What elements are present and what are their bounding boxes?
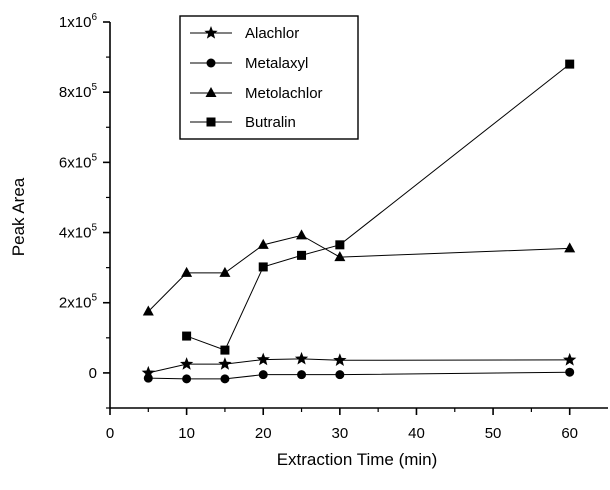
y-tick-label: 6x105 bbox=[59, 152, 98, 171]
data-point-metalaxyl bbox=[297, 370, 307, 380]
legend-label: Alachlor bbox=[245, 25, 299, 42]
data-point-butralin bbox=[258, 262, 268, 272]
data-point-butralin bbox=[297, 250, 307, 260]
legend-marker-alachlor bbox=[204, 26, 218, 39]
series-line-metolachlor bbox=[147, 234, 570, 312]
data-point-metalaxyl bbox=[220, 374, 230, 384]
data-point-metolachlor bbox=[181, 266, 193, 277]
x-axis-title: Extraction Time (min) bbox=[277, 450, 438, 469]
data-point-butralin bbox=[182, 331, 192, 341]
legend: Alachlor Metalaxyl Metolachlor Butralin bbox=[179, 15, 359, 140]
data-point-metolachlor bbox=[564, 242, 576, 253]
y-axis-title: Peak Area bbox=[9, 177, 28, 256]
data-point-butralin bbox=[565, 59, 575, 69]
data-point-alachlor bbox=[563, 352, 577, 366]
data-point-alachlor bbox=[256, 352, 270, 366]
x-tick-label: 50 bbox=[485, 425, 502, 442]
legend-item-metolachlor: Metolachlor bbox=[190, 85, 323, 102]
legend-items: Alachlor Metalaxyl Metolachlor Butralin bbox=[190, 25, 323, 131]
x-tick-label: 0 bbox=[106, 425, 114, 442]
x-tick-label: 60 bbox=[561, 425, 578, 442]
legend-marker-butralin bbox=[206, 117, 216, 127]
data-point-alachlor bbox=[218, 357, 232, 370]
data-point-alachlor bbox=[333, 353, 347, 366]
data-point-alachlor bbox=[141, 365, 155, 379]
data-point-metolachlor bbox=[334, 251, 346, 262]
series-metalaxyl bbox=[143, 367, 575, 384]
series-layer bbox=[141, 59, 577, 384]
x-tick-label: 30 bbox=[332, 425, 349, 442]
legend-item-butralin: Butralin bbox=[190, 114, 296, 131]
data-point-alachlor bbox=[294, 351, 309, 365]
y-tick-label: 4x105 bbox=[59, 223, 98, 242]
data-point-metalaxyl bbox=[565, 367, 575, 377]
legend-marker-metolachlor bbox=[205, 87, 217, 97]
series-line-alachlor bbox=[148, 358, 570, 374]
y-tick-label: 1x106 bbox=[59, 12, 98, 31]
data-point-metolachlor bbox=[296, 229, 308, 240]
data-point-metolachlor bbox=[142, 305, 154, 316]
data-point-metalaxyl bbox=[143, 373, 153, 383]
legend-marker-metalaxyl bbox=[206, 58, 216, 68]
legend-item-metalaxyl: Metalaxyl bbox=[190, 55, 308, 72]
data-point-metalaxyl bbox=[258, 370, 268, 380]
legend-item-alachlor: Alachlor bbox=[190, 25, 299, 42]
data-point-butralin bbox=[335, 240, 345, 250]
series-metolachlor bbox=[142, 229, 576, 316]
y-tick-label: 8x105 bbox=[59, 82, 98, 101]
y-tick-label: 2x105 bbox=[59, 293, 98, 312]
legend-label: Butralin bbox=[245, 114, 296, 131]
x-tick-label: 10 bbox=[178, 425, 195, 442]
data-point-alachlor bbox=[179, 357, 194, 370]
legend-label: Metolachlor bbox=[245, 85, 323, 102]
data-point-metalaxyl bbox=[335, 370, 345, 380]
series-alachlor bbox=[141, 351, 577, 379]
y-axis-ticks: 0 2x105 4x105 6x105 8x105 1x106 bbox=[59, 12, 110, 409]
series-line-butralin bbox=[186, 63, 570, 351]
x-tick-label: 40 bbox=[408, 425, 425, 442]
x-tick-label: 20 bbox=[255, 425, 272, 442]
series-butralin bbox=[182, 59, 575, 355]
y-tick-label: 0 bbox=[89, 365, 97, 382]
data-point-butralin bbox=[220, 345, 230, 355]
plot-area: 0 10 20 30 40 50 60 0 2x105 4x105 6x105 8x105 1x106 bbox=[59, 12, 608, 442]
data-point-metolachlor bbox=[257, 238, 269, 249]
x-axis-ticks: 0 10 20 30 40 50 60 bbox=[106, 408, 578, 442]
data-point-metolachlor bbox=[219, 266, 231, 277]
legend-label: Metalaxyl bbox=[245, 55, 308, 72]
series-line-metalaxyl bbox=[148, 371, 570, 380]
data-point-metalaxyl bbox=[182, 374, 192, 384]
